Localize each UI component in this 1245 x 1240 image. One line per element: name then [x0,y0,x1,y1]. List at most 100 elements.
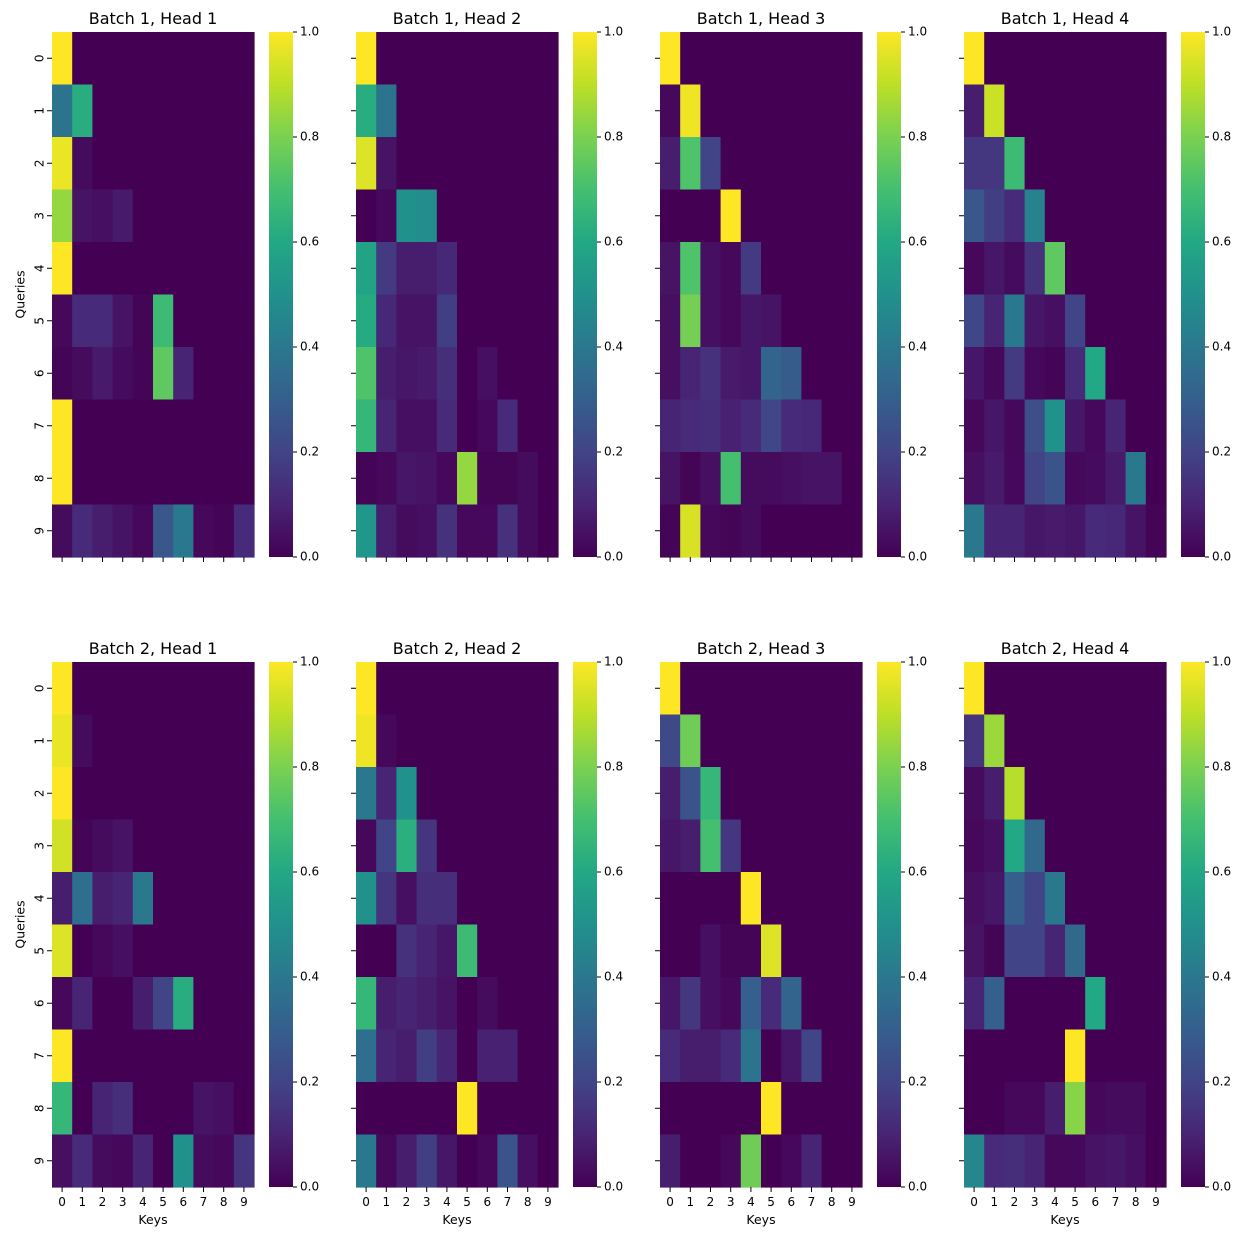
heatmap-cell [1004,452,1026,506]
heatmap-cell [477,84,498,138]
colorbar-tick-label: 0.6 [604,235,623,249]
heatmap-cell [801,504,823,558]
heatmap-cell [173,714,194,768]
heatmap-cell [356,714,377,768]
heatmap-cell [173,1082,194,1136]
heatmap-cell [660,977,681,1031]
heatmap-cell [173,872,194,926]
heatmap-cell [1145,662,1167,716]
heatmap-cell [720,32,742,86]
heatmap-cell [416,137,438,191]
x-tick-label: 3 [423,1195,431,1209]
heatmap-cell [52,662,73,716]
heatmap-cell [537,662,559,716]
heatmap-cell [740,137,762,191]
heatmap-cell [1065,819,1086,873]
heatmap-cell [1105,347,1127,401]
heatmap-cell [72,137,93,191]
y-tick-label: 3 [33,842,47,850]
heatmap-cell [112,1029,134,1083]
heatmap-cell [153,137,174,191]
heatmap-cell [781,872,802,926]
heatmap-cell [132,294,154,348]
heatmap-cell [1105,714,1127,768]
heatmap-cell [1105,872,1127,926]
x-tick-label: 1 [382,1195,390,1209]
heatmap-cell [233,137,255,191]
heatmap-cell [92,662,114,716]
heatmap-cell [92,504,114,558]
heatmap-cell [356,767,377,821]
heatmap-cell [720,84,742,138]
heatmap-cell [680,1082,701,1136]
heatmap-cell [477,1134,498,1188]
y-tick-label: 8 [33,474,47,482]
colorbar-tick-label: 0.4 [1212,970,1231,984]
heatmap-cell [761,347,782,401]
heatmap-cell [213,924,235,978]
colorbar [269,32,293,557]
colorbar-tick-label: 0.4 [300,970,319,984]
heatmap-cell [112,399,134,453]
x-tick-label: 9 [240,1195,248,1209]
heatmap-cell [497,819,519,873]
heatmap-cell [821,504,843,558]
heatmap-cell [1004,872,1026,926]
colorbar-tick-label: 0.2 [908,445,927,459]
colorbar-tick-label: 0.6 [1212,865,1231,879]
colorbar-tick-label: 0.6 [604,865,623,879]
heatmap-cell [497,662,519,716]
heatmap-cell [680,32,701,86]
heatmap-cell [356,977,377,1031]
heatmap-cell [132,189,154,243]
heatmap-cell [801,924,823,978]
heatmap-cell [761,977,782,1031]
heatmap-cell [457,399,478,453]
heatmap-cell [801,189,823,243]
heatmap-cell [477,347,498,401]
heatmap-cell [416,977,438,1031]
heatmap-cell [1105,1134,1127,1188]
heatmap-cell [52,1134,73,1188]
heatmap-cell [112,872,134,926]
heatmap-cell [72,924,93,978]
y-tick-label: 2 [33,159,47,167]
heatmap-cell [457,819,478,873]
heatmap-cell [1105,767,1127,821]
heatmap-cell [376,84,397,138]
heatmap-cell [1024,1134,1046,1188]
x-tick-label: 5 [159,1195,167,1209]
heatmap-cell [821,137,843,191]
heatmap-cell [740,1082,762,1136]
colorbar-tick-label: 0.6 [908,865,927,879]
heatmap-cell [92,977,114,1031]
heatmap-cell [1065,714,1086,768]
heatmap-cell [841,662,863,716]
heatmap-cell [761,84,782,138]
heatmap-cell [1044,819,1066,873]
heatmap-cell [52,137,73,191]
heatmap-cell [1044,452,1066,506]
heatmap-cell [112,189,134,243]
heatmap-cell [213,347,235,401]
heatmap-cell [153,347,174,401]
heatmap-cell [821,924,843,978]
heatmap-cells [660,32,863,558]
heatmap-cell [52,84,73,138]
heatmap-cell [841,347,863,401]
heatmap-cell [740,872,762,926]
heatmap-cell [1145,32,1167,86]
heatmap-cell [457,1082,478,1136]
heatmap-cell [720,662,742,716]
heatmap-cell [761,294,782,348]
heatmap-cell [1065,662,1086,716]
colorbar-tick-label: 0.8 [908,130,927,144]
heatmap-cell [132,137,154,191]
heatmap-cell [537,399,559,453]
heatmap-cell [964,924,985,978]
heatmap-cell [720,504,742,558]
heatmap-cell [821,767,843,821]
heatmap-cell [801,872,823,926]
heatmap-cell [821,84,843,138]
